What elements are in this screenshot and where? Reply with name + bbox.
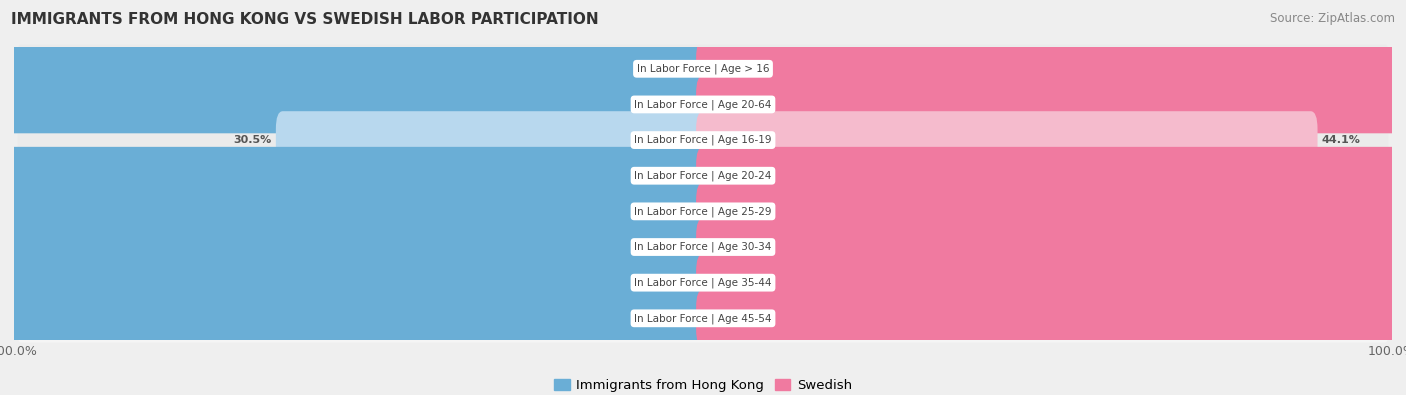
FancyBboxPatch shape	[17, 258, 1389, 307]
Text: 44.1%: 44.1%	[1322, 135, 1361, 145]
FancyBboxPatch shape	[696, 75, 1406, 133]
Text: In Labor Force | Age 16-19: In Labor Force | Age 16-19	[634, 135, 772, 145]
Text: In Labor Force | Age 20-64: In Labor Force | Age 20-64	[634, 99, 772, 110]
FancyBboxPatch shape	[276, 111, 710, 169]
FancyBboxPatch shape	[696, 218, 1406, 276]
Text: In Labor Force | Age 20-24: In Labor Force | Age 20-24	[634, 171, 772, 181]
FancyBboxPatch shape	[696, 111, 1317, 169]
FancyBboxPatch shape	[696, 254, 1406, 312]
FancyBboxPatch shape	[17, 294, 1389, 342]
Legend: Immigrants from Hong Kong, Swedish: Immigrants from Hong Kong, Swedish	[548, 374, 858, 395]
Text: In Labor Force | Age 35-44: In Labor Force | Age 35-44	[634, 277, 772, 288]
Text: Source: ZipAtlas.com: Source: ZipAtlas.com	[1270, 12, 1395, 25]
Text: In Labor Force | Age 25-29: In Labor Force | Age 25-29	[634, 206, 772, 216]
FancyBboxPatch shape	[17, 223, 1389, 271]
FancyBboxPatch shape	[0, 40, 710, 98]
Text: 30.5%: 30.5%	[233, 135, 271, 145]
FancyBboxPatch shape	[17, 116, 1389, 164]
FancyBboxPatch shape	[0, 254, 710, 312]
FancyBboxPatch shape	[0, 218, 710, 276]
Text: In Labor Force | Age > 16: In Labor Force | Age > 16	[637, 64, 769, 74]
Text: In Labor Force | Age 45-54: In Labor Force | Age 45-54	[634, 313, 772, 324]
Text: In Labor Force | Age 30-34: In Labor Force | Age 30-34	[634, 242, 772, 252]
FancyBboxPatch shape	[696, 40, 1406, 98]
FancyBboxPatch shape	[0, 147, 710, 205]
FancyBboxPatch shape	[17, 152, 1389, 200]
FancyBboxPatch shape	[17, 45, 1389, 93]
FancyBboxPatch shape	[0, 290, 710, 347]
FancyBboxPatch shape	[696, 147, 1406, 205]
FancyBboxPatch shape	[17, 80, 1389, 129]
FancyBboxPatch shape	[696, 182, 1406, 240]
Text: IMMIGRANTS FROM HONG KONG VS SWEDISH LABOR PARTICIPATION: IMMIGRANTS FROM HONG KONG VS SWEDISH LAB…	[11, 12, 599, 27]
FancyBboxPatch shape	[696, 290, 1406, 347]
FancyBboxPatch shape	[0, 182, 710, 240]
FancyBboxPatch shape	[0, 75, 710, 133]
FancyBboxPatch shape	[17, 187, 1389, 235]
